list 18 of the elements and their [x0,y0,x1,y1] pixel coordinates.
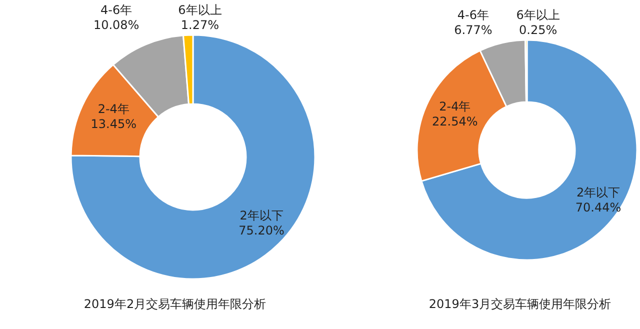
slice-label: 6年以上 [516,8,560,22]
data-label: 1.27% [180,18,220,32]
text: 2019年2月交易车辆使用年限分析 [84,297,266,311]
data-label: 6.77% [454,23,492,37]
data-label: 75.20% [238,223,284,238]
slice-label: 4-6年 [100,3,132,17]
slice-label: 4-6年 [457,8,489,22]
slice-label: 6年以上 [178,3,222,17]
data-label: 22.54% [432,114,478,129]
data-label: 0.25% [519,23,558,37]
slice-label: 2年以下 [576,185,620,200]
slice-label: 2-4年 [98,102,130,116]
data-label: 70.44% [575,200,622,214]
data-label: 13.45% [90,117,137,132]
slice-label: 2-4年 [439,100,471,114]
text: 2019年3月交易车辆使用年限分析 [428,297,612,311]
slice-label: 2年以下 [240,208,284,222]
data-label: 10.08% [93,18,140,32]
